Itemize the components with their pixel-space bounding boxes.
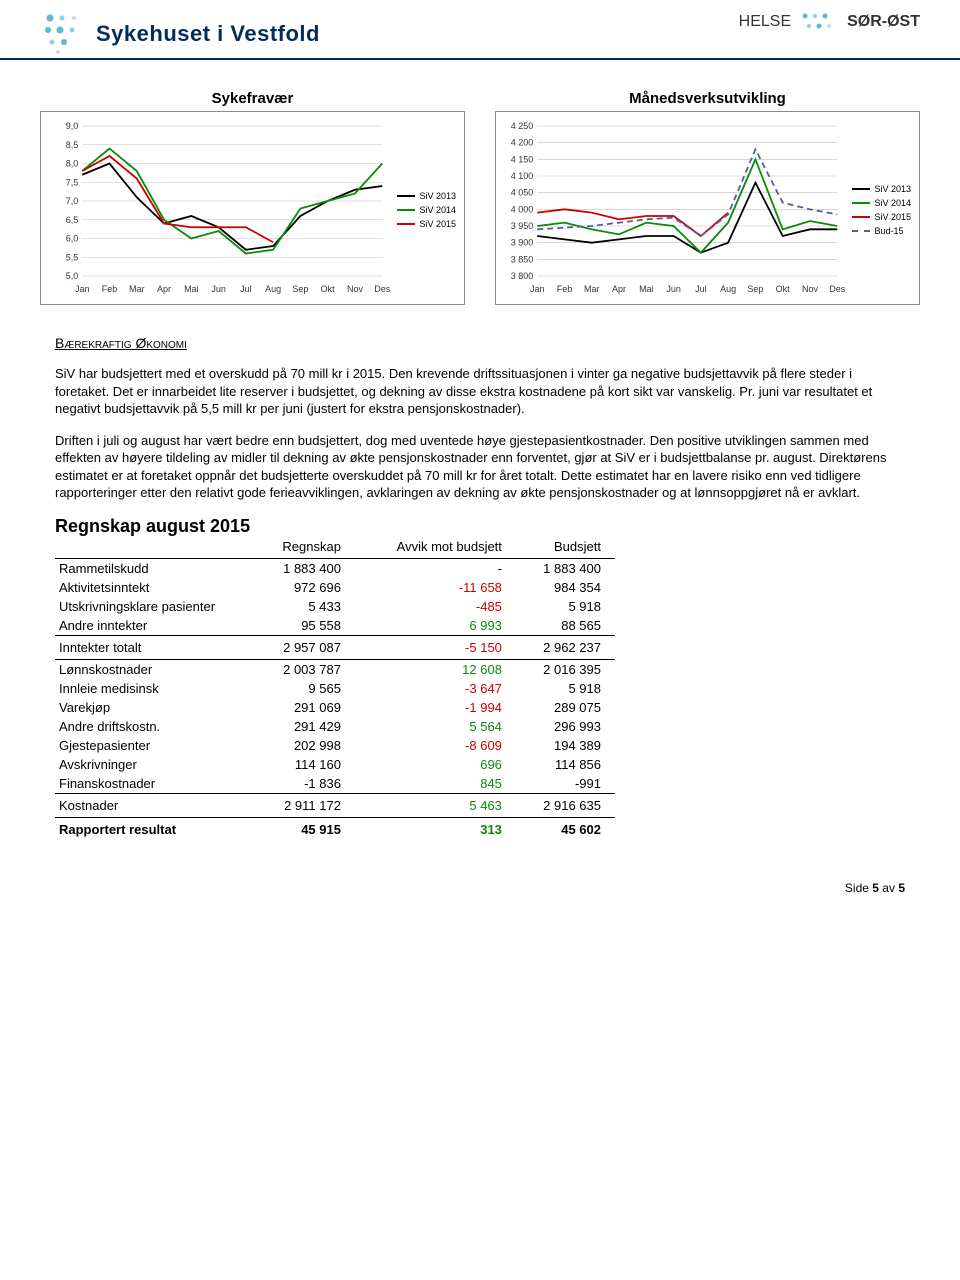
svg-text:3 850: 3 850 [511,254,534,264]
chart2-svg: 3 800 3 850 3 900 3 950 4 000 4 050 4 100 4 150… [500,120,846,300]
table-row: Utskrivningsklare pasienter5 433-4855 91… [55,597,615,616]
svg-text:Aug: Aug [265,284,281,294]
charts-row: Sykefravær 5,0 5,5 6,0 6,5 7,0 7,5 8,0 8,5 9,0 Ja… [0,90,960,305]
logo-left: Sykehuset i Vestfold [40,10,320,58]
svg-text:Aug: Aug [720,284,736,294]
table-row: Gjestepasienter202 998-8 609194 389 [55,736,615,755]
page-header: Sykehuset i Vestfold HELSE SØR-ØST [0,0,960,60]
col-regnskap: Regnskap [255,537,355,559]
svg-text:7,5: 7,5 [66,177,79,187]
svg-text:Sep: Sep [292,284,308,294]
page-footer: Side 5 av 5 [0,871,960,915]
table-row: Rammetilskudd1 883 400-1 883 400 [55,558,615,578]
table-row: Kostnader2 911 1725 4632 916 635 [55,793,615,817]
footer-prefix: Side [845,881,872,895]
svg-text:4 100: 4 100 [511,171,534,181]
legend-item: SiV 2015 [397,219,456,229]
table-row: Rapportert resultat45 91531345 602 [55,817,615,841]
svg-text:Apr: Apr [612,284,626,294]
svg-text:Des: Des [829,284,846,294]
content-section: Bærekraftig Økonomi SiV har budsjettert … [0,335,960,871]
section-heading: Bærekraftig Økonomi [55,335,905,351]
svg-text:4 200: 4 200 [511,138,534,148]
svg-text:Mar: Mar [584,284,600,294]
legend-item: SiV 2013 [852,184,911,194]
svg-text:4 050: 4 050 [511,188,534,198]
svg-text:5,5: 5,5 [66,252,79,262]
table-row: Inntekter totalt2 957 087-5 1502 962 237 [55,635,615,659]
svg-text:4 250: 4 250 [511,121,534,131]
helse-text: HELSE [739,13,791,31]
chart1-box: 5,0 5,5 6,0 6,5 7,0 7,5 8,0 8,5 9,0 Jan Feb Mar Apr M… [40,111,465,305]
svg-text:6,0: 6,0 [66,234,79,244]
svg-text:Jul: Jul [695,284,707,294]
svg-text:Sep: Sep [747,284,763,294]
col-avvik: Avvik mot budsjett [355,537,516,559]
footer-mid: av [879,881,898,895]
logo-right: HELSE SØR-ØST [739,10,920,34]
chart1-title: Sykefravær [40,90,465,107]
svg-text:4 000: 4 000 [511,204,534,214]
col-budsjett: Budsjett [516,537,615,559]
dot-pattern-icon [40,10,88,58]
svg-text:6,5: 6,5 [66,215,79,225]
svg-text:Feb: Feb [102,284,118,294]
table-row: Innleie medisinsk9 565-3 6475 918 [55,679,615,698]
chart2-title: Månedsverksutvikling [495,90,920,107]
svg-text:3 800: 3 800 [511,271,534,281]
svg-text:Jan: Jan [530,284,545,294]
chart1-legend: SiV 2013 SiV 2014 SiV 2015 [397,120,460,300]
footer-page: 5 [872,881,879,895]
table-row: Varekjøp291 069-1 994289 075 [55,698,615,717]
svg-text:4 150: 4 150 [511,154,534,164]
finance-table: Regnskap Avvik mot budsjett Budsjett Ram… [55,537,615,841]
svg-text:Jan: Jan [75,284,90,294]
legend-item: SiV 2013 [397,191,456,201]
svg-text:3 900: 3 900 [511,238,534,248]
chart2-legend: SiV 2013 SiV 2014 SiV 2015 Bud-15 [852,120,915,300]
svg-text:Feb: Feb [557,284,573,294]
paragraph-2: Driften i juli og august har vært bedre … [55,432,905,502]
svg-text:9,0: 9,0 [66,121,79,131]
table-row: Avskrivninger114 160696114 856 [55,755,615,774]
svg-text:Okt: Okt [776,284,791,294]
svg-text:8,5: 8,5 [66,140,79,150]
table-header-row: Regnskap Avvik mot budsjett Budsjett [55,537,615,559]
paragraph-1: SiV har budsjettert med et overskudd på … [55,365,905,418]
col-blank [55,537,255,559]
svg-text:Mai: Mai [639,284,654,294]
table-row: Finanskostnader-1 836845-991 [55,774,615,794]
svg-text:3 950: 3 950 [511,221,534,231]
svg-text:Des: Des [374,284,391,294]
table-row: Lønnskostnader2 003 78712 6082 016 395 [55,659,615,679]
logo-text: Sykehuset i Vestfold [96,21,320,47]
svg-text:Apr: Apr [157,284,171,294]
svg-text:Jun: Jun [666,284,681,294]
legend-item: SiV 2014 [852,198,911,208]
svg-text:Jul: Jul [240,284,252,294]
svg-text:Mar: Mar [129,284,145,294]
svg-text:Nov: Nov [802,284,819,294]
table-row: Andre inntekter95 5586 99388 565 [55,616,615,636]
table-title: Regnskap august 2015 [55,516,905,537]
svg-text:Mai: Mai [184,284,199,294]
footer-total: 5 [898,881,905,895]
table-row: Aktivitetsinntekt972 696-11 658984 354 [55,578,615,597]
chart2-box: 3 800 3 850 3 900 3 950 4 000 4 050 4 100 4 150… [495,111,920,305]
sorost-text: SØR-ØST [847,13,920,31]
svg-text:7,0: 7,0 [66,196,79,206]
legend-item: Bud-15 [852,226,911,236]
svg-text:Jun: Jun [211,284,226,294]
dot-pattern-right-icon [799,10,839,34]
svg-text:8,0: 8,0 [66,159,79,169]
svg-text:Okt: Okt [321,284,336,294]
svg-text:Nov: Nov [347,284,364,294]
table-row: Andre driftskostn.291 4295 564296 993 [55,717,615,736]
chart-manedsverk: Månedsverksutvikling 3 800 3 850 3 900 3 95… [495,90,920,305]
chart1-svg: 5,0 5,5 6,0 6,5 7,0 7,5 8,0 8,5 9,0 Jan Feb Mar Apr M… [45,120,391,300]
svg-text:5,0: 5,0 [66,271,79,281]
legend-item: SiV 2015 [852,212,911,222]
legend-item: SiV 2014 [397,205,456,215]
chart-sykefravaer: Sykefravær 5,0 5,5 6,0 6,5 7,0 7,5 8,0 8,5 9,0 Ja… [40,90,465,305]
